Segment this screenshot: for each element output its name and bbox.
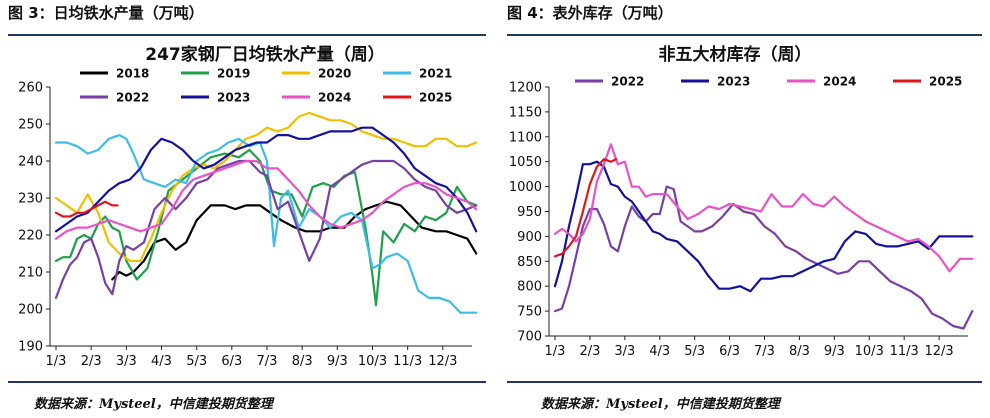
y-tick-label: 210 (18, 266, 43, 281)
figure-4: 图 4：表外库存（万吨） 非五大材库存（周） 700 750 800 850 900 950… (495, 0, 990, 418)
legend-label-2023: 2023 (217, 91, 250, 105)
y-tick-label: 700 (517, 330, 542, 345)
x-tick-label: 1/3 (46, 354, 67, 369)
source-note: 数据来源：Mysteel，中信建投期货整理 (541, 397, 780, 412)
x-tick-label: 12/3 (924, 344, 953, 359)
x-tick-label: 8/3 (292, 354, 313, 369)
legend-label-2020: 2020 (318, 67, 351, 81)
bottom-rule (8, 381, 486, 383)
legend-label-2019: 2019 (217, 67, 250, 81)
x-tick-label: 2/3 (579, 344, 600, 359)
y-tick-label: 900 (517, 230, 542, 245)
y-tick-label: 800 (517, 280, 542, 295)
legend: 2018 2019 2020 2021 2022 2023 2024 2025 (80, 67, 452, 105)
x-tick-label: 10/3 (358, 354, 387, 369)
legend-label-2024: 2024 (823, 75, 856, 89)
x-tick-label: 3/3 (116, 354, 137, 369)
legend-label-2023: 2023 (717, 75, 750, 89)
bottom-rule (507, 381, 982, 383)
y-tick-label: 250 (18, 118, 43, 133)
inventory-chart: 非五大材库存（周） 700 750 800 850 900 950 1000 1050 1100 1… (509, 44, 974, 359)
x-tick-label: 11/3 (393, 354, 422, 369)
iron-output-chart: 247家钢厂日均铁水产量（周） 190 200 210 220 230 240 250 260 1… (18, 44, 478, 369)
y-tick-label: 220 (18, 229, 43, 244)
x-tick-label: 12/3 (428, 354, 457, 369)
y-tick-label: 1200 (509, 81, 542, 96)
y-tick-label: 190 (18, 340, 43, 355)
series-line-2024 (553, 143, 974, 273)
legend-label-2024: 2024 (318, 91, 351, 105)
series-line-2018 (111, 200, 478, 281)
series-line-2021 (54, 133, 478, 314)
y-tick-label: 1150 (509, 105, 542, 120)
legend: 2022 2023 2024 2025 (575, 75, 962, 89)
y-tick-label: 230 (18, 192, 43, 207)
y-tick-label: 260 (18, 81, 43, 96)
top-rule (8, 34, 486, 36)
x-tick-label: 5/3 (186, 354, 207, 369)
figure-caption: 图 3：日均铁水产量（万吨） (8, 4, 204, 22)
series-line-2023 (553, 160, 974, 293)
legend-label-2025: 2025 (929, 75, 962, 89)
legend-label-2022: 2022 (611, 75, 644, 89)
series-lines (54, 111, 478, 314)
x-tick-label: 6/3 (221, 354, 242, 369)
x-tick-label: 7/3 (754, 344, 775, 359)
figure-caption: 图 4：表外库存（万吨） (507, 4, 673, 22)
x-tick-label: 2/3 (81, 354, 102, 369)
x-tick-label: 4/3 (151, 354, 172, 369)
series-line-2025 (54, 200, 119, 218)
series-line-2020 (54, 111, 478, 262)
series-lines (553, 143, 974, 330)
x-tick-label: 7/3 (257, 354, 278, 369)
y-tick-label: 240 (18, 155, 43, 170)
series-line-2022 (553, 185, 974, 330)
x-tick-label: 10/3 (855, 344, 884, 359)
x-tick-label: 5/3 (684, 344, 705, 359)
y-tick-label: 950 (517, 205, 542, 220)
legend-label-2022: 2022 (116, 91, 149, 105)
x-tick-label: 1/3 (545, 344, 566, 359)
x-tick-label: 9/3 (824, 344, 845, 359)
series-line-2023 (54, 126, 478, 233)
y-tick-label: 750 (517, 305, 542, 320)
series-line-2019 (54, 148, 478, 307)
x-tick-label: 4/3 (649, 344, 670, 359)
x-tick-label: 3/3 (614, 344, 635, 359)
series-line-2024 (54, 159, 478, 240)
legend-label-2018: 2018 (116, 67, 149, 81)
source-note: 数据来源：Mysteel，中信建投期货整理 (34, 397, 273, 412)
y-tick-label: 1000 (509, 180, 542, 195)
y-tick-label: 1100 (509, 130, 542, 145)
figure-3: 图 3：日均铁水产量（万吨） 247家钢厂日均铁水产量（周） 190 200 210 2… (8, 4, 486, 412)
x-tick-label: 9/3 (327, 354, 348, 369)
y-tick-label: 1050 (509, 155, 542, 170)
top-rule (507, 34, 982, 36)
y-tick-label: 850 (517, 255, 542, 270)
chart-title: 非五大材库存（周） (659, 44, 812, 65)
legend-label-2025: 2025 (419, 91, 452, 105)
legend-label-2021: 2021 (419, 67, 452, 81)
x-tick-label: 6/3 (719, 344, 740, 359)
x-tick-label: 11/3 (890, 344, 919, 359)
series-line-2025 (553, 158, 618, 258)
chart-title: 247家钢厂日均铁水产量（周） (145, 44, 385, 65)
y-tick-label: 200 (18, 303, 43, 318)
x-tick-label: 8/3 (789, 344, 810, 359)
